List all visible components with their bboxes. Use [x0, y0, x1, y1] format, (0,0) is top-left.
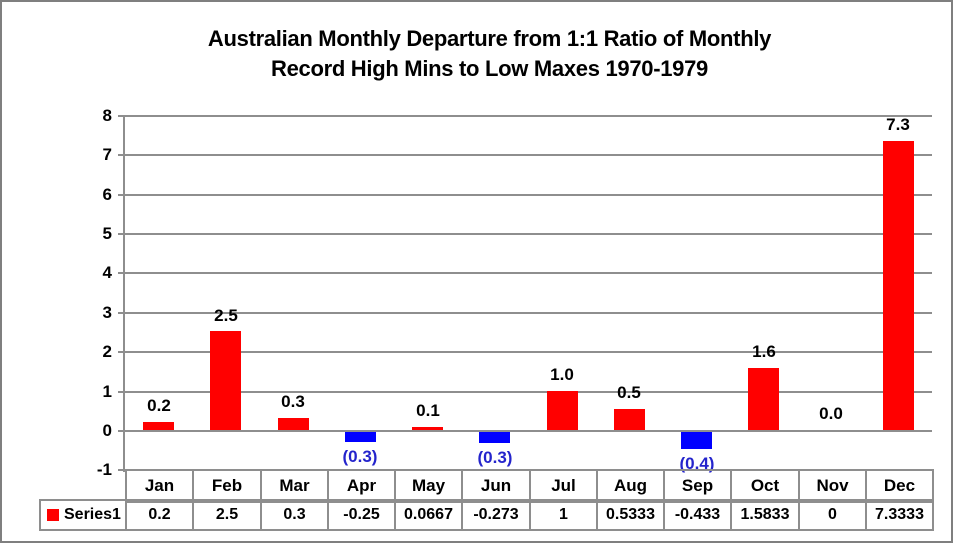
month-cell-nov: Nov: [798, 469, 867, 503]
table-value-may: 0.0667: [394, 499, 463, 531]
bar-label-nov: 0.0: [819, 404, 843, 423]
table-value-aug: 0.5333: [596, 499, 665, 531]
y-axis-tick-label: 7: [102, 145, 112, 164]
bar-label-aug: 0.5: [617, 383, 641, 402]
bar-feb: [210, 331, 241, 430]
month-cell-apr: Apr: [327, 469, 396, 503]
chart-title: Australian Monthly Departure from 1:1 Ra…: [32, 24, 947, 84]
bar-dec: [883, 141, 914, 430]
bar-label-feb: 2.5: [214, 306, 238, 325]
chart-title-line2: Record High Mins to Low Maxes 1970-1979: [271, 56, 708, 81]
gridline-y3: [118, 312, 932, 314]
gridline-y0: [118, 430, 932, 432]
table-value-jul: 1: [529, 499, 598, 531]
y-axis-tick-label: 3: [102, 303, 112, 322]
gridline-y5: [118, 233, 932, 235]
gridline-y8: [118, 115, 932, 117]
bar-label-jun: (0.3): [477, 448, 513, 467]
month-cell-mar: Mar: [260, 469, 329, 503]
y-axis-tick-label: 8: [102, 106, 112, 125]
month-cell-sep: Sep: [663, 469, 732, 503]
month-cell-jun: Jun: [461, 469, 531, 503]
series1-legend-swatch: [47, 509, 59, 521]
y-axis-tick-label: 6: [102, 185, 112, 204]
table-value-sep: -0.433: [663, 499, 732, 531]
bar-label-oct: 1.6: [752, 342, 776, 361]
y-axis-line: [123, 115, 125, 472]
y-axis-tick-label: 5: [102, 224, 112, 243]
table-value-mar: 0.3: [260, 499, 329, 531]
table-value-jun: -0.273: [461, 499, 531, 531]
bar-label-may: 0.1: [416, 401, 440, 420]
table-value-apr: -0.25: [327, 499, 396, 531]
month-cell-jul: Jul: [529, 469, 598, 503]
table-value-feb: 2.5: [192, 499, 262, 531]
bar-jul: [547, 391, 578, 430]
table-value-nov: 0: [798, 499, 867, 531]
bar-label-dec: 7.3: [886, 115, 910, 134]
bar-label-mar: 0.3: [281, 392, 305, 411]
bar-apr: [345, 432, 376, 442]
table-value-oct: 1.5833: [730, 499, 800, 531]
y-axis-tick-label: 2: [102, 342, 112, 361]
bar-may: [412, 427, 443, 430]
y-axis-tick-label: 4: [102, 263, 112, 282]
bar-oct: [748, 368, 779, 430]
bar-aug: [614, 409, 645, 430]
gridline-y2: [118, 351, 932, 353]
month-cell-oct: Oct: [730, 469, 800, 503]
bar-label-jan: 0.2: [147, 396, 171, 415]
bar-mar: [278, 418, 309, 430]
chart-title-line1: Australian Monthly Departure from 1:1 Ra…: [207, 26, 772, 51]
bar-sep: [681, 432, 712, 449]
gridline-y1: [118, 391, 932, 393]
bar-label-sep: (0.4): [679, 454, 715, 473]
bar-jan: [143, 422, 174, 430]
bar-label-jul: 1.0: [550, 365, 574, 384]
y-axis-tick-label: 1: [102, 382, 112, 401]
y-axis-tick-label: -1: [96, 460, 112, 479]
table-value-dec: 7.3333: [865, 499, 934, 531]
bar-label-apr: (0.3): [342, 447, 378, 466]
month-cell-jan: Jan: [125, 469, 194, 503]
table-value-jan: 0.2: [125, 499, 194, 531]
series1-legend-label: Series1: [64, 506, 121, 523]
y-axis-tick-label: 0: [102, 421, 112, 440]
month-cell-feb: Feb: [192, 469, 262, 503]
gridline-y7: [118, 154, 932, 156]
month-cell-may: May: [394, 469, 463, 503]
month-cell-aug: Aug: [596, 469, 665, 503]
gridline-y6: [118, 194, 932, 196]
bar-jun: [479, 432, 510, 443]
month-cell-dec: Dec: [865, 469, 934, 503]
gridline-y4: [118, 272, 932, 274]
legend-cell: Series1: [39, 499, 127, 531]
